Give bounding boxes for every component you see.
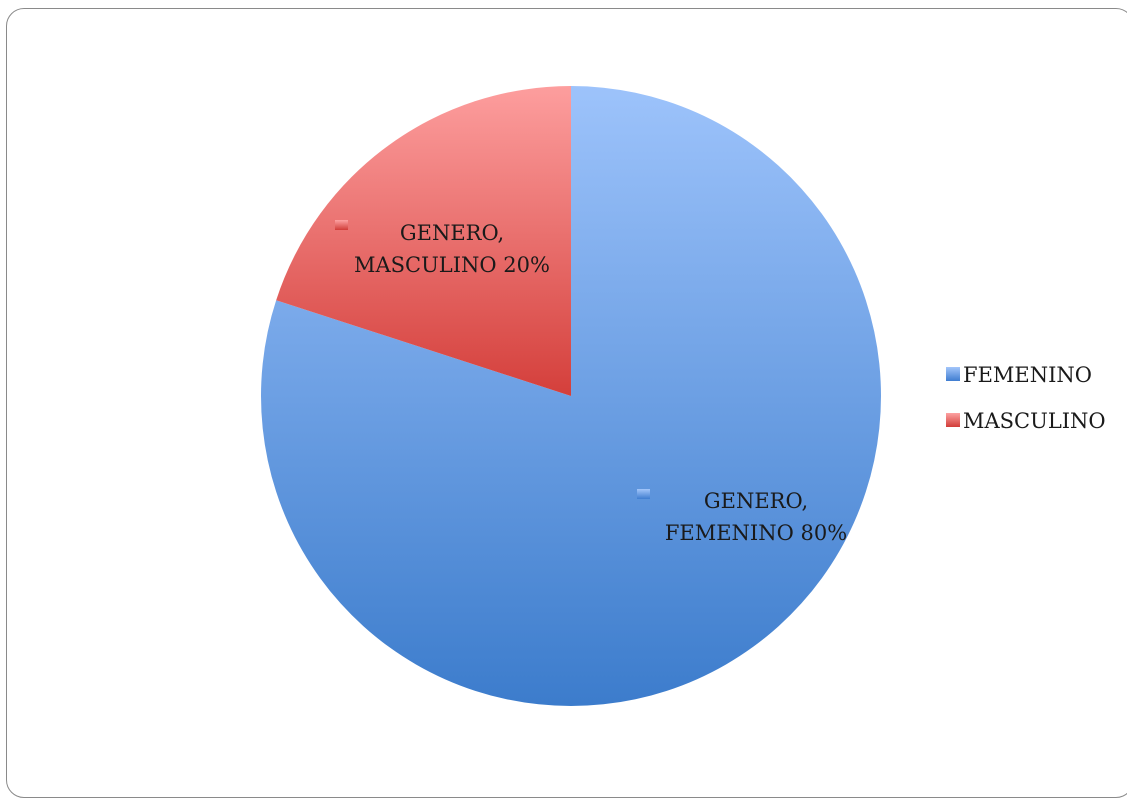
legend: FEMENINO MASCULINO — [946, 363, 1106, 433]
legend-item-masculino: MASCULINO — [946, 409, 1106, 433]
data-label-masculino: GENERO, MASCULINO 20% — [335, 220, 550, 277]
data-label-femenino-swatch — [637, 489, 650, 499]
legend-swatch-femenino — [946, 367, 960, 381]
legend-item-femenino: FEMENINO — [946, 363, 1092, 387]
legend-label-femenino: FEMENINO — [963, 363, 1092, 387]
legend-swatch-masculino — [946, 413, 960, 427]
data-label-femenino-line1: GENERO, — [704, 489, 808, 513]
data-label-masculino-line2: MASCULINO 20% — [354, 253, 550, 277]
pie-slice-masculino — [276, 86, 571, 396]
data-label-masculino-swatch — [335, 220, 348, 230]
legend-label-masculino: MASCULINO — [963, 409, 1106, 433]
data-label-masculino-line1: GENERO, — [400, 221, 504, 245]
pie-slices — [261, 86, 882, 706]
pie-chart: GENERO, FEMENINO 80% GENERO, MASCULINO 2… — [261, 86, 1106, 706]
data-label-femenino-line2: FEMENINO 80% — [665, 521, 847, 545]
data-label-femenino: GENERO, FEMENINO 80% — [637, 489, 847, 545]
